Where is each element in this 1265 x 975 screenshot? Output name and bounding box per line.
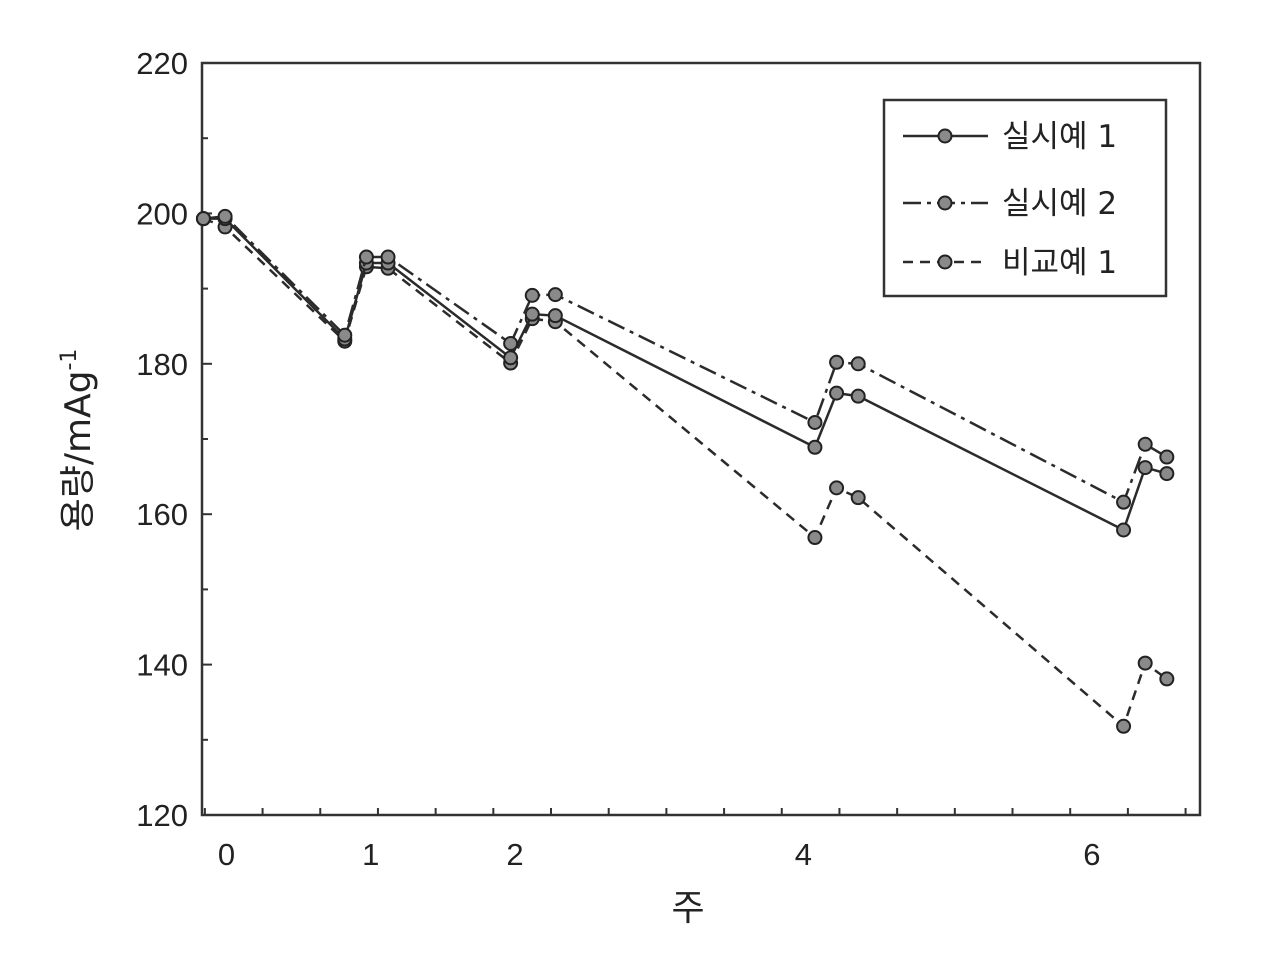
data-point — [1117, 496, 1130, 509]
data-point — [1117, 720, 1130, 733]
data-point — [830, 356, 843, 369]
data-point — [219, 210, 232, 223]
data-point — [852, 491, 865, 504]
data-point — [549, 288, 562, 301]
data-point — [526, 308, 539, 321]
data-point — [1160, 672, 1173, 685]
x-axis-title: 주 — [671, 888, 704, 929]
legend-label: 비교예 1 — [1002, 245, 1117, 281]
y-axis-title: 용량/mAg-1 — [57, 349, 99, 532]
data-point — [808, 531, 821, 544]
data-point — [852, 390, 865, 403]
data-point — [504, 337, 517, 350]
data-point — [504, 351, 517, 364]
data-point — [1139, 461, 1152, 474]
x-tick-label: 0 — [218, 837, 235, 872]
data-point — [1139, 657, 1152, 670]
data-point — [808, 416, 821, 429]
y-tick-label: 140 — [136, 648, 188, 683]
legend-label: 실시예 2 — [1002, 186, 1117, 222]
data-point — [1160, 467, 1173, 480]
x-tick-label: 6 — [1083, 837, 1100, 872]
data-point — [360, 251, 373, 264]
legend-marker — [939, 197, 952, 210]
data-point — [526, 289, 539, 302]
y-tick-label: 120 — [136, 798, 188, 833]
y-axis-title-main: 용량/mAg — [58, 371, 99, 532]
data-point — [197, 212, 210, 225]
y-tick-label: 180 — [136, 347, 188, 382]
x-tick-label: 2 — [506, 837, 523, 872]
data-point — [830, 387, 843, 400]
y-tick-label: 200 — [136, 196, 188, 231]
x-tick-label: 4 — [795, 837, 812, 872]
legend: 실시예 1 실시예 2 비교예 1 — [884, 100, 1166, 296]
data-point — [1160, 451, 1173, 464]
data-point — [338, 329, 351, 342]
data-point — [1117, 523, 1130, 536]
data-point — [852, 357, 865, 370]
data-point — [1139, 438, 1152, 451]
data-point — [808, 441, 821, 454]
data-point — [382, 251, 395, 264]
data-point — [549, 309, 562, 322]
y-axis-title-superscript: -1 — [57, 349, 82, 371]
y-tick-label: 220 — [136, 46, 188, 81]
data-point — [830, 481, 843, 494]
legend-marker — [939, 256, 952, 269]
legend-label: 실시예 1 — [1002, 119, 1117, 155]
x-tick-label: 1 — [362, 837, 379, 872]
y-tick-label: 160 — [136, 497, 188, 532]
legend-marker — [939, 130, 952, 143]
